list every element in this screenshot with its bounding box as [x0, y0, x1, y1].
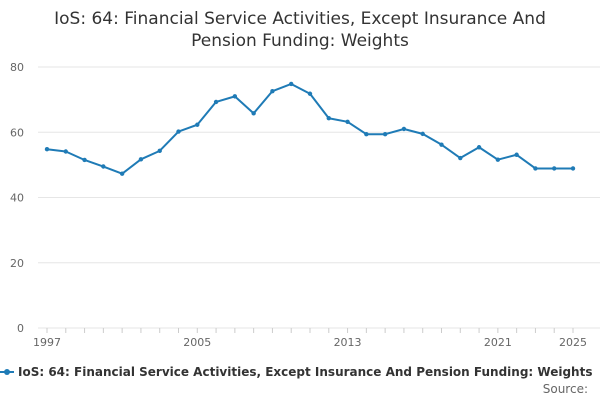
data-point: [476, 145, 482, 150]
data-point: [364, 132, 369, 137]
legend[interactable]: IoS: 64: Financial Service Activities, E…: [0, 364, 592, 380]
data-point: [157, 148, 162, 154]
x-tick-label: 2021: [484, 336, 512, 349]
data-point: [195, 122, 200, 127]
legend-marker-icon: [0, 364, 14, 380]
data-point: [382, 132, 388, 137]
data-point: [345, 119, 350, 125]
data-point: [570, 166, 576, 171]
data-point: [138, 157, 144, 162]
x-tick-label: 2025: [559, 336, 587, 349]
data-point: [213, 99, 219, 105]
data-point: [420, 131, 425, 137]
data-point: [533, 166, 538, 171]
source-label: Source:: [542, 382, 588, 396]
data-point: [176, 129, 181, 134]
data-point: [326, 116, 331, 121]
data-point: [251, 111, 256, 116]
x-tick-label: 2005: [183, 336, 211, 349]
series-line: [46, 82, 574, 175]
gridlines: [38, 66, 600, 329]
legend-label: IoS: 64: Financial Service Activities, E…: [18, 365, 593, 379]
y-tick-label: 20: [10, 257, 24, 270]
data-point: [270, 88, 275, 94]
y-tick-label: 0: [17, 322, 24, 335]
data-point: [495, 157, 501, 162]
data-point: [552, 166, 557, 171]
data-point: [439, 142, 444, 147]
data-point: [44, 147, 50, 152]
data-point: [401, 126, 407, 132]
data-point: [101, 164, 106, 169]
data-series: [44, 81, 576, 176]
x-tick-label: 1997: [33, 336, 61, 349]
data-point: [63, 149, 68, 154]
axes: 0 20 40 60 80 1997 2005 2013 2021 2025: [10, 61, 587, 349]
data-point: [307, 91, 313, 96]
data-point: [119, 171, 125, 176]
data-point: [289, 81, 294, 87]
y-tick-label: 80: [10, 61, 24, 74]
y-tick-label: 60: [10, 126, 24, 139]
data-point: [82, 157, 87, 163]
chart-title: IoS: 64: Financial Service Activities, E…: [54, 9, 546, 51]
x-tick-label: 2013: [334, 336, 362, 349]
data-point: [232, 94, 238, 99]
data-point: [514, 152, 519, 157]
y-tick-label: 40: [10, 192, 24, 205]
data-point: [458, 155, 463, 161]
